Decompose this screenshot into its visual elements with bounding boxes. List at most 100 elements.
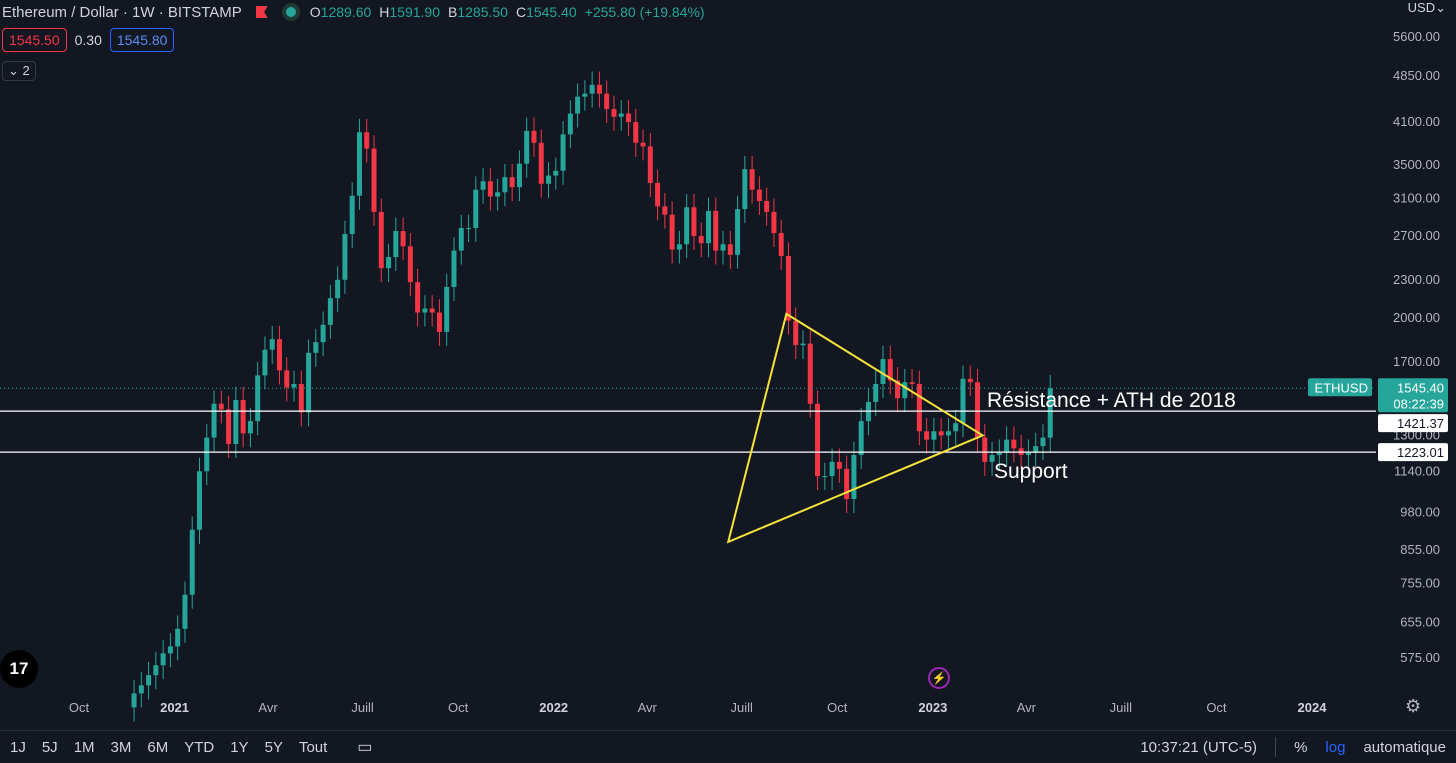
candle[interactable]	[466, 214, 472, 243]
candle[interactable]	[1047, 374, 1053, 452]
candle[interactable]	[218, 390, 224, 424]
sell-button[interactable]: 1545.50	[2, 28, 67, 52]
timeframe-button[interactable]: 3M	[110, 738, 132, 756]
candle[interactable]	[284, 357, 290, 402]
candle[interactable]	[240, 386, 246, 448]
candle[interactable]	[589, 71, 595, 108]
candle[interactable]	[538, 129, 544, 198]
candle[interactable]	[167, 633, 173, 668]
candle[interactable]	[822, 462, 828, 491]
candle[interactable]	[982, 424, 988, 476]
candle[interactable]	[938, 417, 944, 450]
candle[interactable]	[713, 197, 719, 265]
candle[interactable]	[233, 386, 239, 458]
candle[interactable]	[924, 417, 930, 454]
candle[interactable]	[146, 661, 152, 700]
candle[interactable]	[378, 198, 384, 283]
candle[interactable]	[582, 80, 588, 111]
candle[interactable]	[495, 178, 501, 211]
candle[interactable]	[720, 230, 726, 265]
symbol-title[interactable]: Ethereum / Dollar · 1W · BITSTAMP	[2, 3, 242, 21]
candle[interactable]	[138, 672, 144, 708]
candle[interactable]	[626, 100, 632, 137]
candle[interactable]	[655, 169, 661, 221]
candle[interactable]	[902, 368, 908, 413]
candle[interactable]	[676, 230, 682, 264]
buy-button[interactable]: 1545.80	[109, 28, 175, 52]
candle[interactable]	[669, 201, 675, 264]
candle[interactable]	[727, 230, 733, 269]
candle[interactable]	[196, 457, 202, 544]
candle[interactable]	[204, 424, 210, 486]
candle[interactable]	[560, 120, 566, 185]
candle[interactable]	[276, 325, 282, 385]
candle[interactable]	[662, 193, 668, 229]
candle[interactable]	[1011, 426, 1017, 463]
timeframe-button[interactable]: 6M	[147, 738, 169, 756]
candle[interactable]	[444, 273, 450, 346]
timeframe-button[interactable]: 1J	[10, 738, 26, 756]
candle[interactable]	[829, 448, 835, 491]
timeframe-button[interactable]: 1M	[73, 738, 95, 756]
candle[interactable]	[967, 365, 973, 397]
candle[interactable]	[349, 182, 355, 249]
candle[interactable]	[509, 163, 515, 202]
candle[interactable]	[1033, 432, 1039, 467]
candle[interactable]	[618, 100, 624, 131]
candle[interactable]	[371, 135, 377, 226]
candle[interactable]	[604, 80, 610, 124]
candle[interactable]	[931, 417, 937, 454]
candle[interactable]	[335, 266, 341, 313]
candle[interactable]	[858, 407, 864, 470]
clock[interactable]: 10:37:21 (UTC-5)	[1140, 738, 1258, 756]
candle[interactable]	[247, 407, 253, 448]
candle[interactable]	[880, 345, 886, 398]
candle[interactable]	[182, 581, 188, 643]
candle[interactable]	[916, 370, 922, 446]
candle[interactable]	[189, 516, 195, 609]
candle[interactable]	[691, 193, 697, 251]
candle[interactable]	[546, 162, 552, 198]
candle[interactable]	[415, 268, 421, 327]
timeframe-button[interactable]: YTD	[184, 738, 215, 756]
flag-icon[interactable]	[255, 6, 268, 18]
candle[interactable]	[255, 362, 261, 436]
gear-icon[interactable]: ⚙	[1405, 696, 1422, 716]
candle[interactable]	[1004, 426, 1010, 467]
candle[interactable]	[735, 195, 741, 269]
candle[interactable]	[698, 222, 704, 258]
candle[interactable]	[211, 390, 217, 452]
candle[interactable]	[131, 680, 137, 722]
triangle-pattern[interactable]	[726, 312, 985, 544]
candle[interactable]	[647, 133, 653, 197]
calendar-range-icon[interactable]: ▭	[357, 739, 373, 756]
candle[interactable]	[451, 237, 457, 301]
candle[interactable]	[298, 370, 304, 427]
indicators-toggle[interactable]: ⌄ 2	[2, 61, 36, 81]
candle[interactable]	[705, 197, 711, 258]
candle[interactable]	[487, 167, 493, 211]
candle[interactable]	[815, 390, 821, 491]
candle[interactable]	[742, 155, 748, 224]
candle[interactable]	[473, 176, 479, 243]
timeframe-button[interactable]: 5J	[41, 738, 58, 756]
candle[interactable]	[945, 417, 951, 450]
currency-selector[interactable]: USD⌄	[1407, 0, 1446, 15]
candle[interactable]	[393, 217, 399, 272]
candle[interactable]	[153, 651, 159, 690]
candle[interactable]	[960, 365, 966, 438]
candle[interactable]	[865, 388, 871, 436]
candle[interactable]	[291, 370, 297, 402]
candle[interactable]	[1025, 439, 1031, 470]
tradingview-logo-icon[interactable]: 17	[0, 650, 38, 688]
candle[interactable]	[175, 615, 181, 661]
candle[interactable]	[793, 307, 799, 360]
candle[interactable]	[553, 157, 559, 190]
candle[interactable]	[684, 193, 690, 259]
resistance-annotation[interactable]: Résistance + ATH de 2018	[987, 389, 1236, 412]
candle[interactable]	[356, 118, 362, 210]
candle[interactable]	[909, 368, 915, 398]
candle[interactable]	[306, 339, 312, 427]
timeframe-button[interactable]: 5Y	[264, 738, 283, 756]
candle[interactable]	[800, 330, 806, 360]
